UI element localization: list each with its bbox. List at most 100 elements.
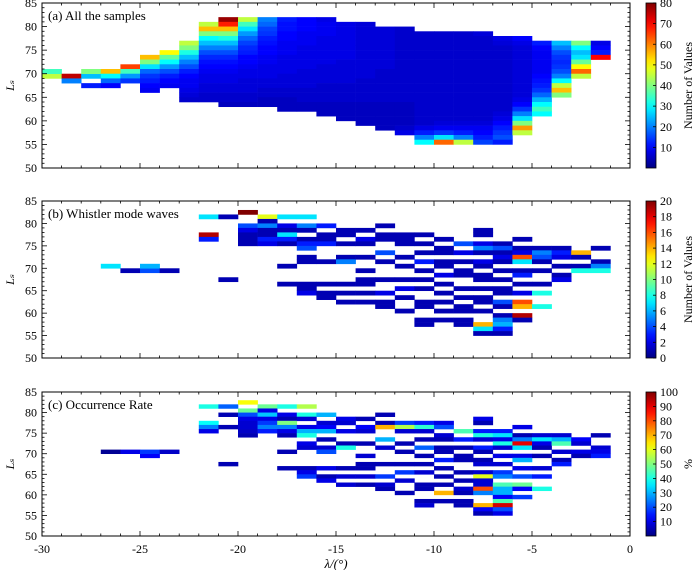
colorbar-tick-label: 20: [660, 194, 672, 208]
colorbar-tick-label: 100: [660, 385, 678, 399]
heatmap-cell: [434, 120, 454, 126]
colorbar-label: %: [681, 459, 695, 469]
heatmap-cell: [218, 97, 239, 103]
heatmap-cell: [473, 474, 494, 479]
heatmap-cell: [336, 445, 356, 450]
heatmap-cell: [277, 232, 298, 238]
heatmap-cell: [492, 461, 513, 467]
heatmap-cell: [296, 286, 317, 292]
heatmap-cell: [218, 17, 239, 23]
heatmap-cell: [590, 453, 611, 459]
heatmap-cell: [257, 83, 278, 89]
heatmap-cell: [375, 97, 396, 103]
heatmap-cell: [414, 73, 435, 79]
heatmap-cell: [532, 441, 552, 446]
heatmap-cell: [492, 445, 513, 450]
heatmap-cell: [492, 313, 513, 318]
heatmap-cell: [316, 412, 337, 417]
heatmap-cell: [277, 236, 298, 242]
heatmap-cell: [434, 116, 454, 122]
heatmap-cell: [473, 433, 494, 438]
y-tick-label: 70: [25, 67, 37, 81]
heatmap-cell: [336, 54, 356, 60]
heatmap-cell: [394, 45, 415, 51]
heatmap-cell: [218, 92, 239, 98]
colorbar-label: Number of Values: [681, 42, 695, 129]
heatmap-cell: [453, 125, 474, 131]
heatmap-cell: [394, 73, 415, 79]
heatmap-cell: [473, 420, 494, 426]
heatmap-cell: [453, 54, 474, 60]
heatmap-cell: [120, 69, 141, 75]
heatmap-cell: [277, 31, 298, 37]
y-tick-label: 55: [25, 508, 37, 522]
heatmap-cell: [532, 281, 552, 287]
heatmap-cell: [394, 449, 415, 455]
heatmap-cell: [492, 286, 513, 292]
x-tick-label: 0: [627, 542, 633, 556]
heatmap-cell: [453, 259, 474, 265]
heatmap-cell: [336, 83, 356, 89]
heatmap-cell: [434, 259, 454, 265]
heatmap-cell: [218, 102, 239, 108]
heatmap-cell: [473, 295, 494, 300]
heatmap-cell: [453, 97, 474, 103]
heatmap-cell: [512, 83, 533, 89]
heatmap-cell: [473, 83, 494, 89]
y-axis-label: Lₛ: [3, 80, 17, 92]
heatmap-cell: [532, 111, 552, 117]
heatmap-cell: [473, 116, 494, 122]
heatmap-cell: [394, 120, 415, 126]
heatmap-cell: [277, 416, 298, 422]
y-tick-label: 85: [25, 385, 37, 399]
heatmap-cell: [414, 429, 435, 434]
heatmap-cell: [179, 73, 200, 79]
heatmap-cell: [473, 31, 494, 37]
heatmap-cell: [296, 254, 317, 260]
heatmap-cell: [434, 445, 454, 450]
heatmap-cell: [375, 482, 396, 487]
heatmap-cell: [257, 31, 278, 37]
heatmap-cell: [42, 69, 62, 75]
heatmap-cell: [473, 277, 494, 283]
heatmap-cell: [316, 281, 337, 287]
heatmap-cell: [238, 400, 258, 405]
heatmap-cell: [316, 31, 337, 37]
y-tick-label: 70: [25, 447, 37, 461]
heatmap-cell: [218, 277, 239, 283]
heatmap-cell: [434, 106, 454, 112]
heatmap-cell: [355, 277, 376, 283]
heatmap-cell: [394, 295, 415, 300]
y-tick-label: 60: [25, 114, 37, 128]
heatmap-cell: [277, 223, 298, 229]
heatmap-cell: [394, 106, 415, 112]
heatmap-cell: [355, 474, 376, 479]
heatmap-cell: [512, 54, 533, 60]
heatmap-cell: [375, 474, 396, 479]
heatmap-cell: [296, 433, 317, 438]
heatmap-cell: [336, 40, 356, 46]
heatmap-cell: [473, 507, 494, 512]
heatmap-cell: [512, 474, 533, 479]
heatmap-cell: [434, 457, 454, 463]
heatmap-cell: [375, 299, 396, 305]
y-tick-label: 75: [25, 239, 37, 253]
heatmap-cell: [414, 64, 435, 70]
colorbar-label: Number of Values: [681, 236, 695, 323]
heatmap-cell: [218, 45, 239, 51]
heatmap-cell: [571, 40, 592, 46]
heatmap-cell: [571, 45, 592, 51]
heatmap-cell: [492, 120, 513, 126]
heatmap-cell: [571, 54, 592, 60]
heatmap-cell: [355, 416, 376, 422]
heatmap-cell: [296, 26, 317, 32]
heatmap-cell: [453, 503, 474, 508]
y-tick-label: 80: [25, 20, 37, 34]
heatmap-cell: [61, 73, 82, 79]
heatmap-cell: [296, 59, 317, 65]
heatmap-cell: [512, 272, 533, 278]
heatmap-cell: [492, 317, 513, 323]
heatmap-cell: [100, 73, 121, 79]
heatmap-cell: [218, 73, 239, 79]
